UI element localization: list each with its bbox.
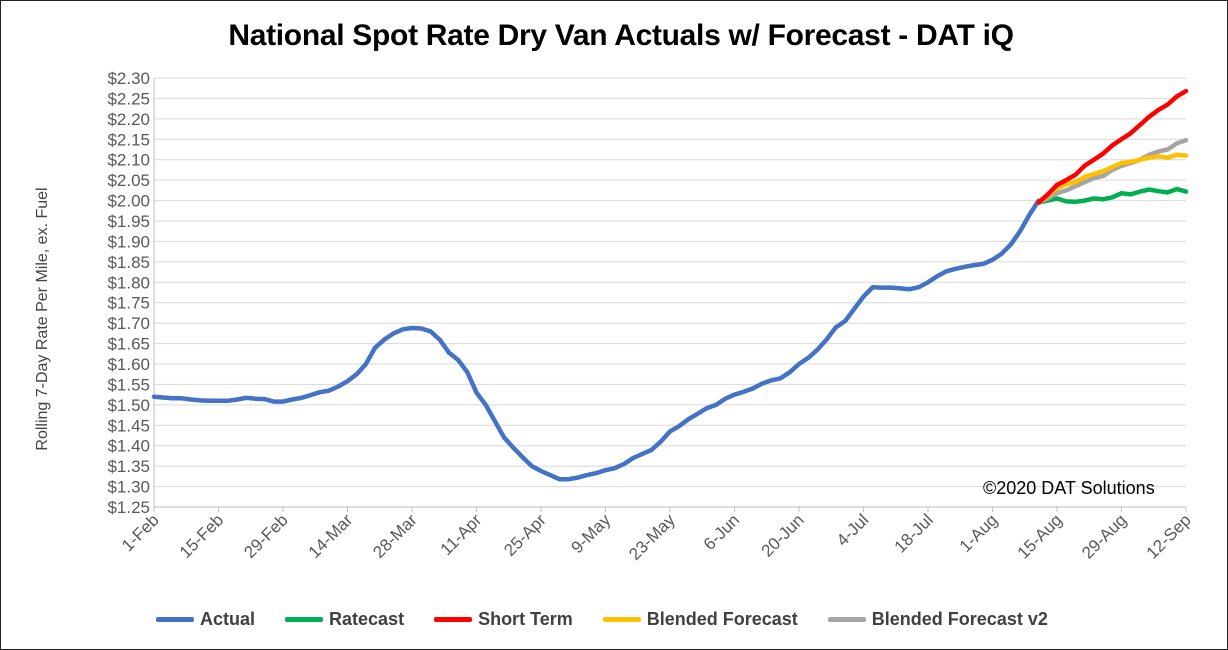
y-tick-label: $1.70 (107, 314, 150, 333)
y-tick-label: $1.65 (107, 335, 150, 354)
y-tick-label: $2.15 (107, 130, 150, 149)
legend-label: Short Term (478, 608, 573, 629)
x-tick-label: 23-May (625, 510, 679, 564)
y-tick-label: $2.00 (107, 192, 150, 211)
y-tick-labels: $1.25$1.30 $1.35$1.40 $1.45$1.50 $1.55$1.60… (107, 69, 150, 517)
x-tick-label: 12-Sep (1143, 510, 1195, 562)
y-tick-label: $1.95 (107, 212, 150, 231)
legend: Actual Ratecast Short Term Blended Forecast… (156, 607, 1078, 631)
x-tick-label: 1-Feb (118, 510, 163, 555)
series-line-blended-forecast (1036, 152, 1189, 205)
series-lines (151, 88, 1189, 482)
y-tick-label: $1.75 (107, 294, 150, 313)
y-tick-label: $1.90 (107, 232, 150, 251)
y-tick-label: $2.20 (107, 110, 150, 129)
y-tick-label: $1.35 (107, 457, 150, 476)
legend-swatch (827, 616, 866, 622)
series-line-short-term (1036, 88, 1189, 205)
y-tick-label: $1.80 (107, 273, 150, 292)
y-tick-label: $1.45 (107, 416, 150, 435)
y-tick-label: $2.25 (107, 89, 150, 108)
legend-swatch (285, 616, 324, 622)
x-tick-label: 14-Mar (305, 510, 357, 562)
y-tick-label: $1.60 (107, 355, 150, 374)
legend-label: Ratecast (329, 608, 405, 629)
x-tick-label: 20-Jun (758, 510, 808, 560)
y-tick-label: $1.40 (107, 437, 150, 456)
copyright-annotation: ©2020 DAT Solutions (983, 478, 1155, 498)
legend-swatch (602, 616, 641, 622)
x-tick-label: 25-Apr (500, 510, 550, 560)
x-tick-labels: 1-Feb 15-Feb 29-Feb 14-Mar 28-Mar 11-Apr 25-Ap… (118, 507, 1195, 564)
x-tick-label: 29-Aug (1078, 510, 1130, 562)
series-line-blended-forecast-v2 (1036, 137, 1189, 205)
x-tick-label: 28-Mar (369, 510, 421, 562)
x-tick-label: 4-Jul (833, 510, 872, 549)
y-tick-label: $1.25 (107, 498, 150, 517)
grid-lines (153, 77, 1186, 508)
y-tick-label: $2.10 (107, 151, 150, 170)
x-tick-label: 11-Apr (437, 510, 486, 559)
x-tick-label: 15-Aug (1014, 510, 1066, 562)
y-tick-label: $2.05 (107, 171, 150, 190)
y-tick-label: $1.30 (107, 478, 150, 497)
series-line-actual (151, 198, 1041, 482)
x-tick-label: 6-Jun (700, 510, 744, 554)
y-tick-label: $1.55 (107, 375, 150, 394)
y-tick-label: $1.85 (107, 253, 150, 272)
legend-item-blended-forecast: Blended Forecast (602, 608, 798, 630)
legend-label: Actual (200, 608, 256, 629)
legend-label: Blended Forecast (646, 608, 798, 629)
legend-item-actual: Actual (156, 609, 255, 630)
legend-label: Blended Forecast v2 (871, 608, 1048, 629)
y-tick-label: $1.50 (107, 396, 150, 415)
legend-item-blended-forecast-v2: Blended Forecast v2 (827, 608, 1048, 630)
x-tick-label: 15-Feb (176, 510, 228, 562)
x-tick-label: 1-Aug (956, 510, 1002, 556)
legend-item-ratecast: Ratecast (285, 609, 404, 630)
x-tick-label: 29-Feb (240, 510, 292, 562)
legend-item-short-term: Short Term (434, 609, 573, 630)
legend-swatch (434, 616, 473, 622)
y-tick-label: $2.30 (107, 69, 150, 88)
chart-title: National Spot Rate Dry Van Actuals w/ Fo… (228, 19, 1014, 52)
legend-swatch (156, 616, 194, 622)
series-line-ratecast (1036, 186, 1189, 205)
x-tick-label: 18-Jul (891, 510, 937, 556)
x-tick-label: 9-May (567, 510, 614, 557)
